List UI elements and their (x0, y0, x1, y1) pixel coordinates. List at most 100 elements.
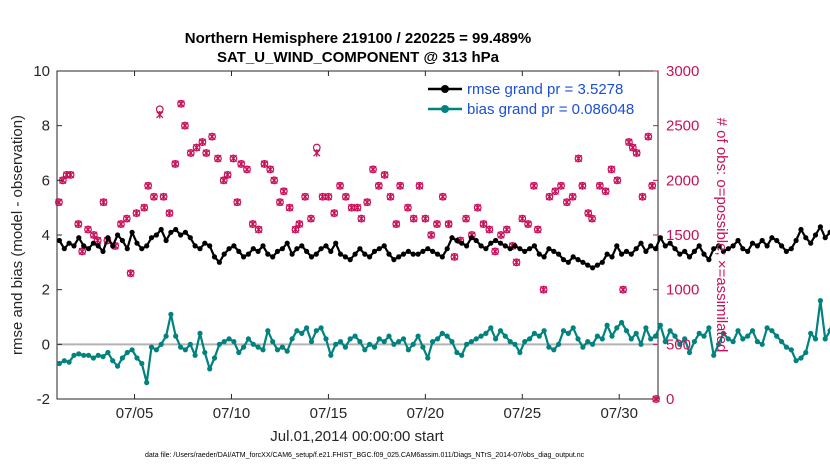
rmse-point (415, 251, 421, 257)
bias-point (725, 336, 731, 342)
rmse-point (609, 254, 615, 260)
obs-assimilated-marker (421, 214, 430, 223)
rmse-point (386, 251, 392, 257)
obs-assimilated-marker (237, 160, 245, 168)
bias-point (560, 328, 567, 334)
obs-assimilated-marker (427, 231, 435, 239)
bias-point (386, 333, 392, 339)
rmse-point (430, 248, 436, 254)
bias-point (759, 341, 765, 347)
rmse-point (231, 243, 237, 249)
rmse-point (250, 246, 256, 252)
rmse-point (90, 240, 96, 246)
rmse-point (207, 243, 213, 249)
bias-point (265, 328, 271, 334)
obs-assimilated-marker (410, 214, 418, 223)
obs-assimilated-marker (117, 220, 125, 228)
bias-point (536, 333, 542, 339)
x-tick-label: 07/25 (504, 405, 542, 422)
rmse-point (822, 235, 828, 241)
obs-assimilated-marker (127, 269, 135, 278)
bias-point (318, 325, 324, 331)
rmse-point (686, 254, 693, 260)
plot-area: 07/05 07/10 07/15 07/20 07/25 07/30-202468100… (33, 63, 830, 422)
rmse-point (483, 246, 489, 252)
y-tick-label: -2 (37, 391, 50, 408)
bias-point (468, 339, 474, 345)
bias-point (405, 347, 411, 353)
x-tick-label: 07/30 (600, 405, 638, 422)
rmse-point (798, 226, 804, 233)
bias-point (517, 349, 523, 356)
rmse-point (779, 243, 785, 249)
bias-point (119, 355, 125, 361)
bias-point (604, 322, 610, 328)
rmse-point (774, 237, 780, 244)
rmse-point (764, 243, 770, 249)
y-tick-label: 6 (42, 172, 50, 189)
x-tick-label: 07/05 (116, 405, 154, 422)
bias-point (522, 339, 528, 345)
bias-point (85, 352, 92, 358)
bias-point (444, 333, 450, 339)
bias-point (788, 347, 794, 353)
bias-point (502, 333, 508, 339)
y2-tick-label: 1000 (666, 282, 699, 299)
obs-assimilated-marker (280, 187, 288, 196)
rmse-point (85, 246, 92, 252)
y2-axis-label: # of obs: o=possible; ×=assimilated (713, 118, 730, 353)
rmse-point (323, 243, 329, 249)
bias-point (289, 336, 295, 342)
bias-point (362, 347, 368, 353)
bias-point (745, 333, 751, 339)
bias-point (478, 333, 484, 339)
bias-point (381, 339, 387, 345)
rmse-point (677, 251, 683, 257)
legend-rmse-marker (441, 85, 449, 93)
obs-assimilated-marker (497, 231, 505, 239)
bias-point (187, 341, 193, 347)
rmse-point (783, 248, 790, 254)
rmse-point (425, 246, 431, 252)
rmse-point (391, 257, 397, 263)
obs-assimilated-marker (574, 154, 583, 163)
y2-tick-label: 1500 (666, 227, 699, 244)
bias-point (367, 341, 373, 347)
rmse-point (468, 235, 474, 241)
bias-point (531, 330, 538, 336)
rmse-point (570, 254, 576, 260)
rmse-point (628, 251, 634, 257)
rmse-point (115, 232, 121, 238)
rmse-point (187, 235, 193, 241)
rmse-point (619, 251, 625, 257)
obs-assimilated-marker (223, 171, 232, 179)
bias-point (769, 328, 775, 334)
obs-assimilated-marker (192, 143, 201, 152)
rmse-point (769, 235, 775, 241)
bias-point (585, 339, 591, 345)
bias-point (609, 333, 615, 339)
rmse-point (396, 254, 402, 260)
bias-point (677, 341, 683, 347)
obs-assimilated-marker (633, 149, 641, 157)
bias-point (730, 339, 736, 345)
bias-point (716, 341, 722, 347)
obs-assimilated-marker (415, 182, 424, 190)
obs-assimilated-marker (214, 154, 222, 163)
obs-assimilated-marker (254, 225, 263, 234)
rmse-point (139, 246, 145, 252)
bias-point (527, 336, 533, 342)
obs-assimilated-marker (90, 231, 98, 239)
obs-assimilated-marker (291, 225, 300, 234)
obs-assimilated-marker (233, 198, 241, 206)
bias-point (95, 352, 101, 358)
obs-assimilated-marker (66, 171, 75, 179)
obs-assimilated-marker (187, 149, 195, 157)
bias-point (236, 349, 242, 356)
bias-series-line (58, 299, 830, 384)
obs-assimilated-marker (78, 247, 86, 256)
obs-assimilated-marker (266, 165, 274, 174)
obs-assimilated-marker (551, 187, 559, 196)
rmse-point (241, 254, 247, 260)
